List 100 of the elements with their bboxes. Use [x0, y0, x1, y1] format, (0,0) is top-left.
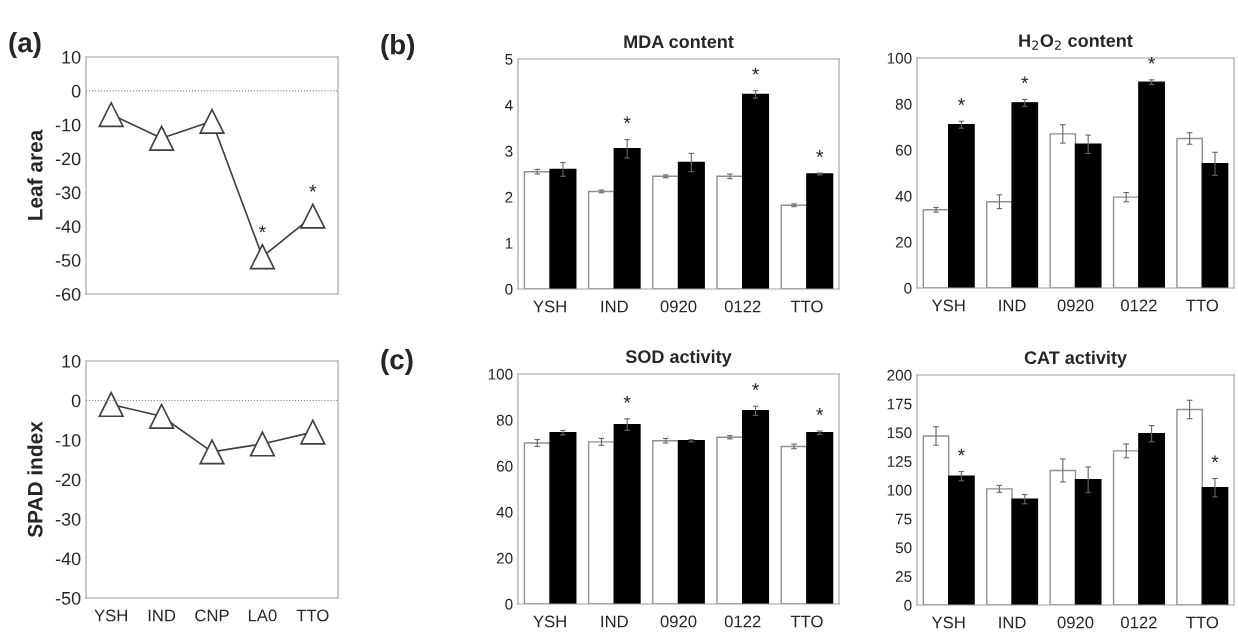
- x-tick-label: YSH: [94, 609, 127, 622]
- x-tick-label: TTO: [296, 609, 329, 622]
- bar: [742, 93, 770, 289]
- bar: [549, 431, 577, 604]
- annotation: *: [1148, 56, 1156, 64]
- y-tick-label: 50: [895, 542, 912, 554]
- y-tick-label: 5: [505, 54, 513, 65]
- y-tick-label: -60: [55, 287, 81, 301]
- point: [199, 108, 225, 134]
- chart-title: H$_{2}$O$_{2}$ content: [1019, 34, 1133, 50]
- bar: [780, 445, 808, 604]
- bar: [1074, 478, 1102, 605]
- y-tick-label: 175: [887, 398, 912, 410]
- y-tick-label: 80: [895, 98, 912, 110]
- y-tick-label: 0: [505, 598, 513, 610]
- annotation: *: [816, 150, 824, 157]
- annotation: *: [1021, 76, 1029, 84]
- bar: [613, 148, 641, 289]
- bar: [1049, 133, 1077, 288]
- annotation: *: [816, 408, 824, 415]
- y-tick-label: -10: [55, 433, 81, 447]
- annotation: *: [623, 395, 631, 403]
- y-tick-label: 40: [496, 506, 513, 518]
- y-tick-label: 60: [496, 460, 513, 472]
- bar: [922, 435, 950, 605]
- bar: [1112, 450, 1140, 605]
- bar: [986, 201, 1013, 288]
- point: [98, 391, 124, 418]
- x-tick-label: YSH: [533, 615, 566, 628]
- y-tick-label: 100: [887, 484, 912, 496]
- point: [300, 203, 326, 229]
- y-tick-label: 80: [496, 414, 513, 426]
- bar: [1201, 163, 1229, 288]
- bar: [806, 431, 834, 604]
- x-tick-label: LA0: [248, 609, 277, 622]
- chart-title: MDA content: [624, 35, 734, 49]
- y-tick-label: 2: [505, 191, 513, 203]
- y-tick-label: -50: [55, 591, 81, 605]
- point: [199, 439, 225, 465]
- bar: [523, 171, 551, 289]
- y-tick-label: 10: [62, 354, 81, 368]
- y-tick-label: 25: [895, 571, 912, 582]
- bar: [1112, 196, 1140, 288]
- x-tick-label: IND: [601, 300, 628, 313]
- bar: [922, 209, 950, 288]
- annotation: *: [258, 225, 266, 233]
- bar: [948, 475, 975, 605]
- bar: [1011, 102, 1039, 288]
- chart-title: CAT activity: [1024, 350, 1127, 368]
- bar: [1138, 432, 1165, 605]
- bar: [948, 124, 975, 288]
- y-tick-label: -30: [55, 512, 81, 526]
- y-axis-title: SPAD index: [27, 421, 43, 538]
- bar: [677, 161, 705, 289]
- x-tick-label: 0920: [660, 300, 697, 313]
- x-tick-label: 0122: [1121, 299, 1157, 312]
- y-axis-title: Leaf area: [27, 129, 43, 220]
- point: [300, 419, 326, 445]
- y-tick-label: 200: [887, 369, 912, 381]
- y-tick-label: 150: [887, 427, 912, 439]
- y-tick-label: -30: [55, 186, 81, 200]
- y-tick-label: 1: [505, 238, 513, 249]
- y-tick-label: 0: [904, 599, 912, 611]
- y-tick-label: 40: [895, 190, 912, 202]
- bar: [1176, 408, 1203, 605]
- y-tick-label: -20: [55, 152, 81, 166]
- y-tick-label: -40: [55, 552, 81, 566]
- bar: [742, 410, 770, 604]
- y-tick-label: 100: [488, 368, 513, 380]
- y-tick-label: 0: [505, 283, 513, 295]
- bar: [986, 488, 1013, 605]
- y-tick-label: 3: [505, 145, 513, 157]
- x-tick-label: YSH: [931, 616, 965, 629]
- y-tick-label: 0: [71, 84, 81, 98]
- y-tick-label: 0: [71, 394, 81, 408]
- x-tick-label: 0920: [660, 615, 697, 628]
- bar: [780, 204, 808, 289]
- y-tick-label: 0: [904, 282, 912, 294]
- bar: [1201, 487, 1229, 605]
- x-tick-label: 0920: [1057, 616, 1094, 629]
- y-tick-label: -40: [55, 220, 81, 234]
- x-tick-label: 0122: [1121, 616, 1157, 629]
- y-tick-label: 100: [887, 52, 912, 64]
- point: [249, 431, 276, 457]
- bar: [806, 173, 834, 289]
- y-tick-label: 20: [895, 236, 912, 248]
- x-tick-label: TTO: [1186, 616, 1219, 629]
- bar: [1074, 143, 1102, 288]
- x-tick-label: IND: [999, 299, 1026, 312]
- bar: [587, 441, 615, 604]
- text: (a): [9, 32, 41, 58]
- x-tick-label: 0122: [724, 300, 761, 313]
- annotation: *: [309, 184, 317, 192]
- bar: [716, 436, 744, 604]
- x-tick-label: IND: [148, 609, 176, 622]
- bar: [1138, 81, 1165, 288]
- x-tick-label: YSH: [931, 299, 965, 312]
- x-tick-label: 0122: [724, 615, 761, 628]
- point: [249, 244, 276, 270]
- x-tick-label: TTO: [790, 300, 823, 313]
